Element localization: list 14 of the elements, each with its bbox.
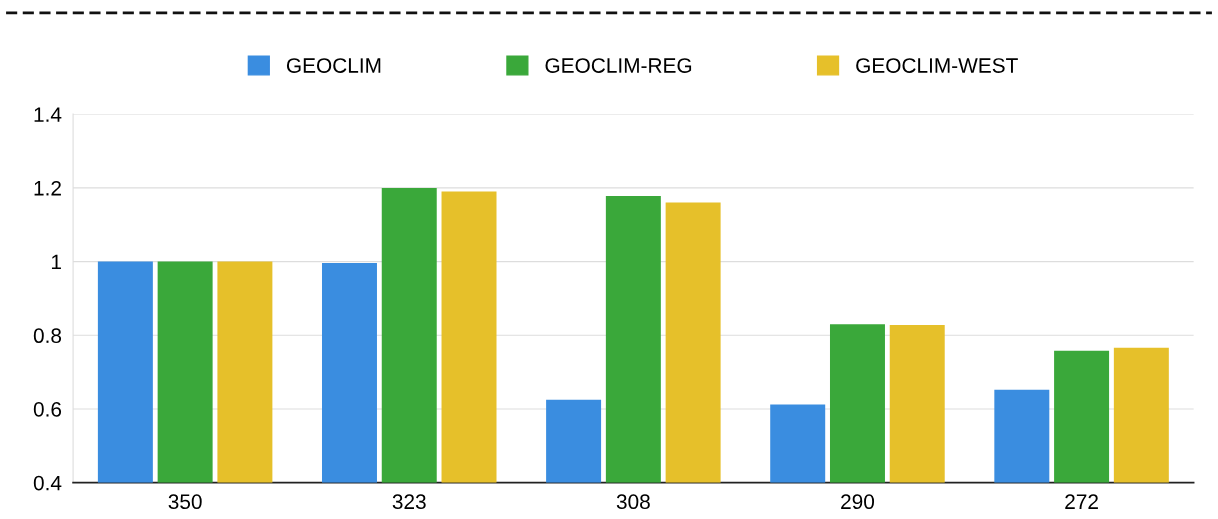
x-tick-label: 350 [168,494,202,510]
x-tick-label: 272 [1065,494,1098,509]
x-tick-label: 308 [616,494,650,510]
legend-label: GEOCLIM [286,58,381,73]
y-tick-label: 1 [51,254,61,270]
x-tick-label: 323 [392,494,426,510]
y-tick-label: 1.2 [34,180,61,196]
legend-label: GEOCLIM-WEST [856,58,1018,73]
legend-label: GEOCLIM-REG [545,58,692,73]
x-tick-label: 290 [841,494,875,510]
y-tick-label: 1.4 [34,107,62,122]
y-tick-label: 0.4 [33,475,62,491]
y-tick-label: 0.8 [33,328,62,344]
y-tick-label: 0.6 [33,401,62,417]
